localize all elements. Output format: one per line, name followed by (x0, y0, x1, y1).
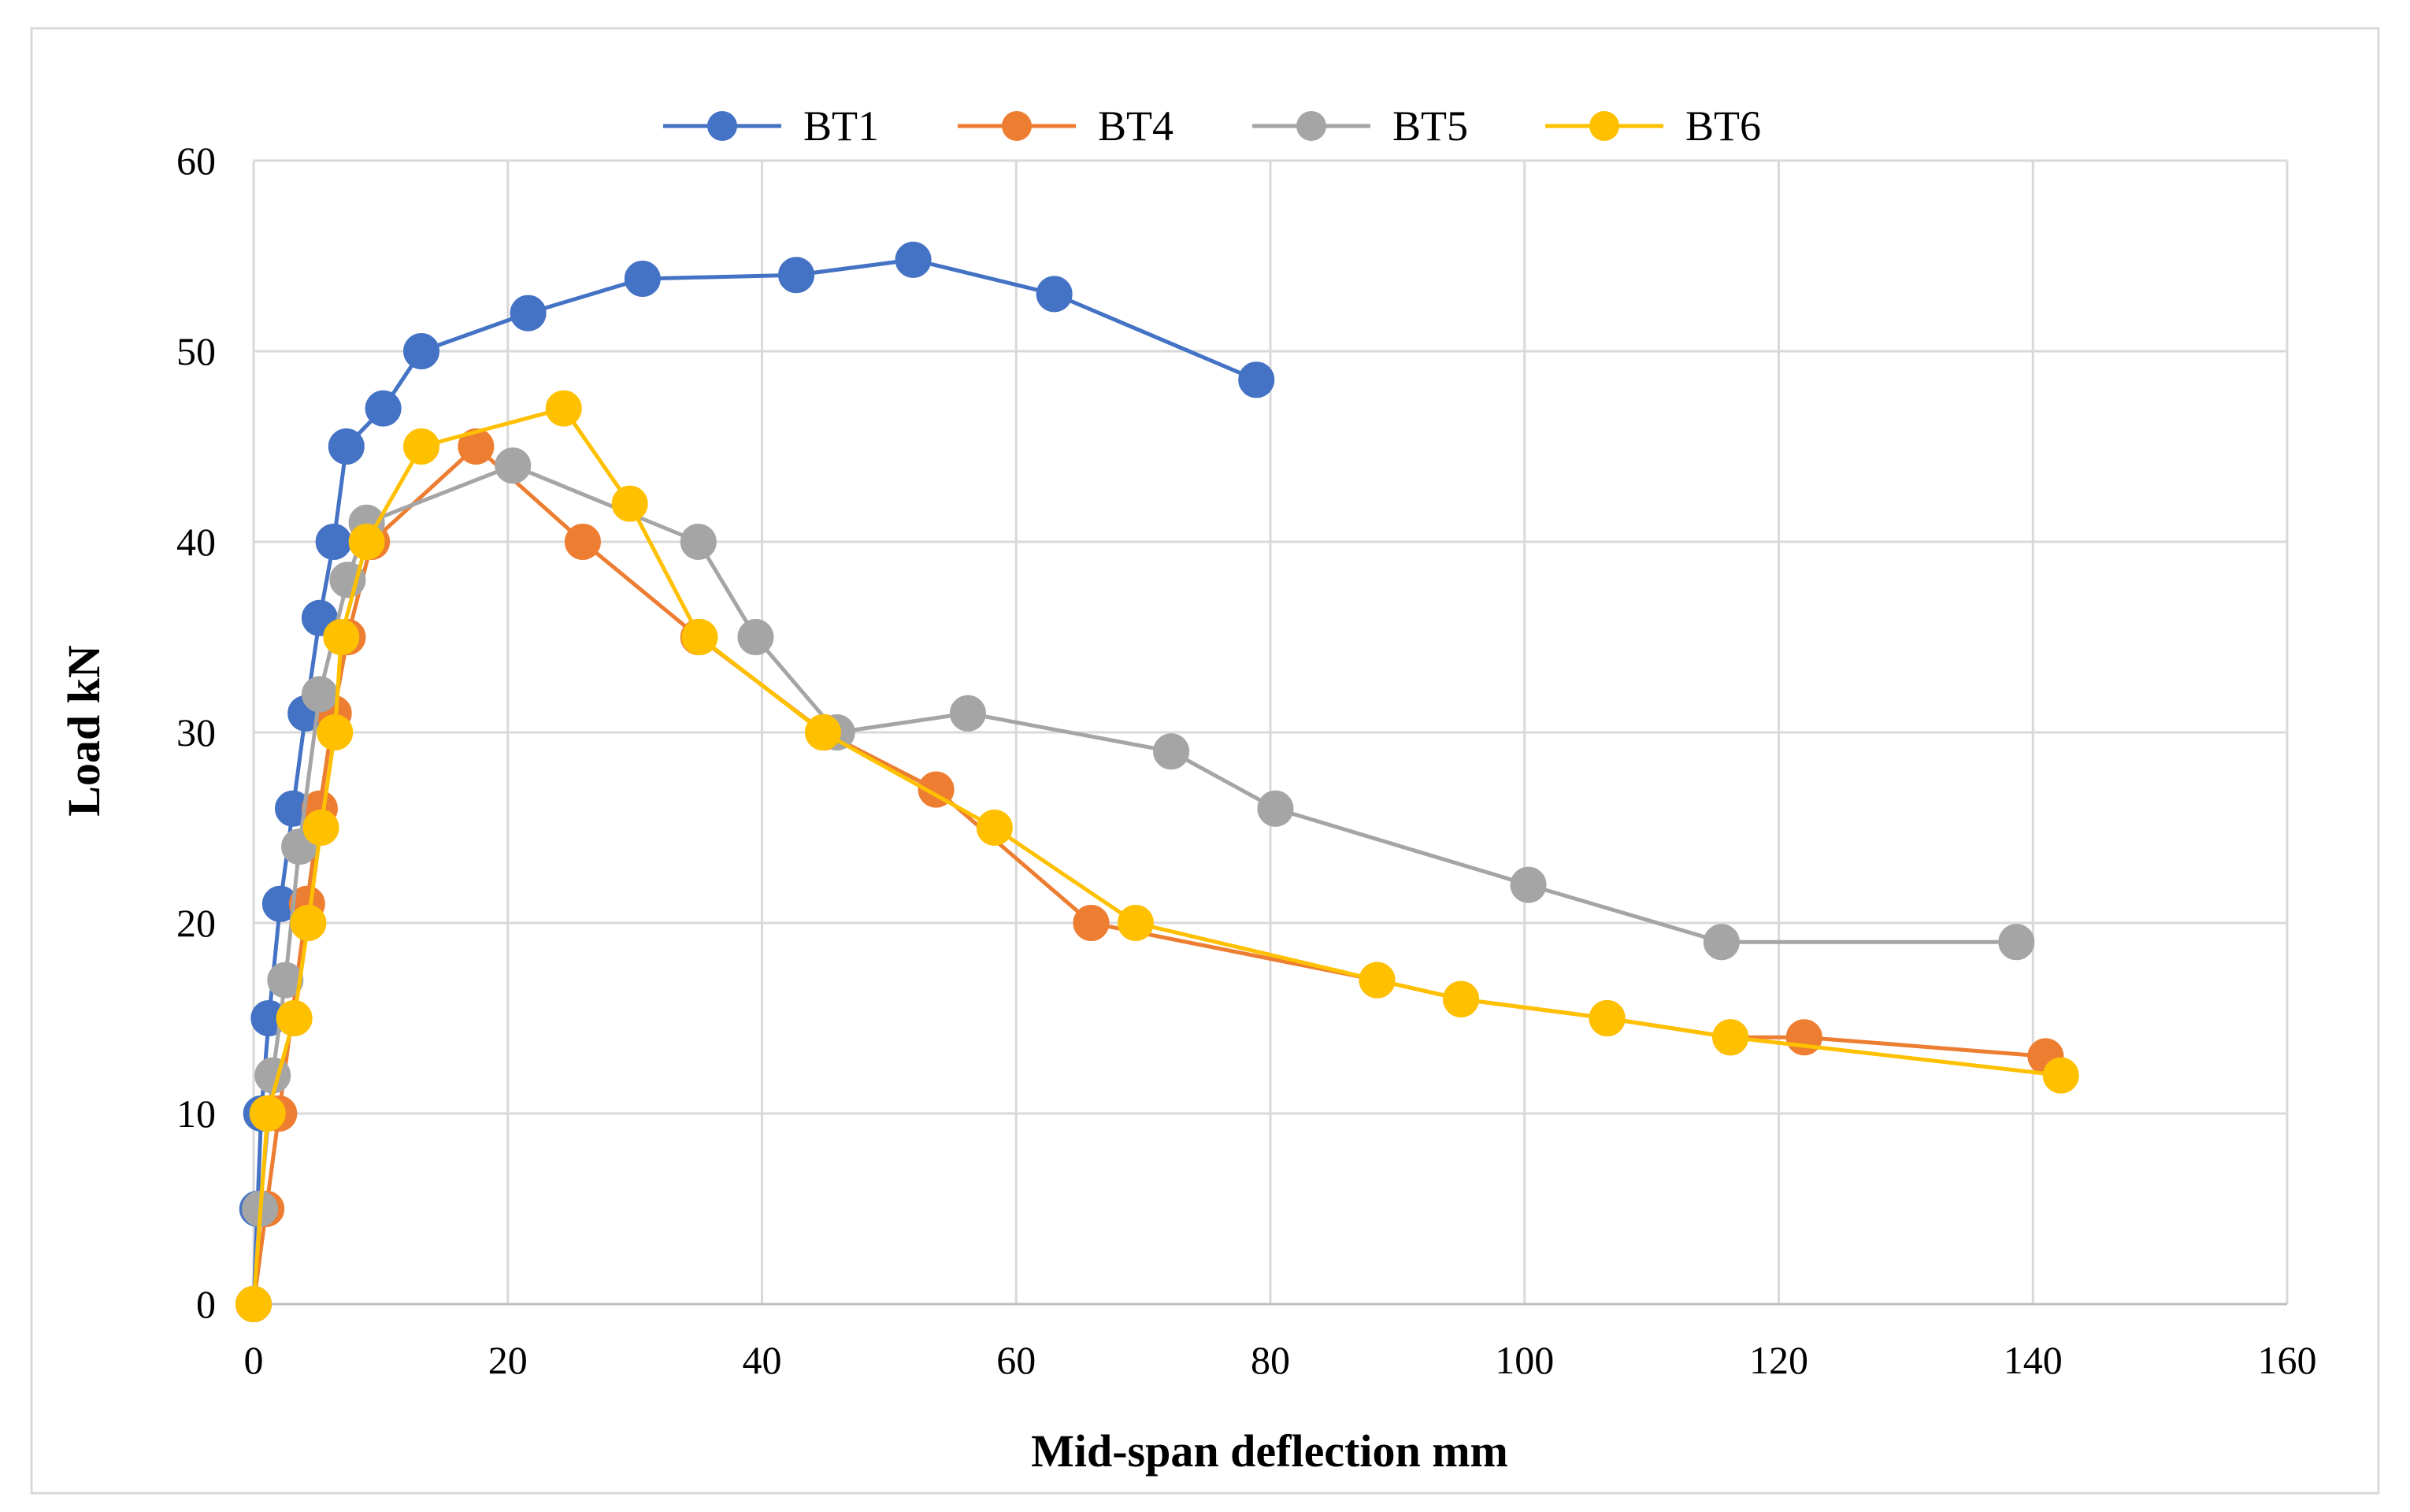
data-point-bt1 (778, 257, 815, 294)
data-point-bt1 (1238, 361, 1275, 398)
series-bt6 (235, 390, 2079, 1322)
legend-marker-bt4 (1002, 111, 1032, 141)
data-point-bt6 (276, 1000, 313, 1036)
x-tick-label: 0 (244, 1338, 264, 1382)
x-tick-label: 140 (2004, 1338, 2063, 1382)
data-point-bt4 (458, 428, 495, 465)
y-tick-label: 60 (176, 139, 216, 183)
data-point-bt5 (267, 962, 304, 999)
y-tick-label: 20 (176, 901, 216, 945)
data-point-bt4 (1785, 1019, 1822, 1056)
legend-label-bt1: BT1 (803, 102, 879, 150)
y-tick-label: 30 (176, 710, 216, 754)
legend-label-bt5: BT5 (1392, 102, 1468, 150)
data-point-bt6 (611, 485, 648, 522)
data-point-bt6 (1712, 1019, 1749, 1056)
data-point-bt5 (1257, 790, 1294, 827)
grid-layer (252, 159, 2289, 1306)
data-point-bt6 (2042, 1057, 2079, 1094)
legend-item-bt1: BT1 (663, 102, 879, 150)
data-point-bt4 (564, 524, 601, 560)
data-point-bt6 (403, 428, 440, 465)
data-point-bt6 (976, 810, 1013, 846)
data-point-bt5 (1153, 733, 1190, 770)
x-tick-label: 80 (1251, 1338, 1290, 1382)
x-tick-label: 120 (1749, 1338, 1808, 1382)
data-point-bt6 (545, 390, 582, 427)
data-point-bt6 (249, 1095, 286, 1132)
data-point-bt6 (317, 714, 354, 750)
y-tick-label: 50 (176, 329, 216, 373)
data-point-bt6 (235, 1286, 272, 1322)
data-point-bt1 (365, 390, 402, 427)
x-axis-title: Mid-span deflection mm (1031, 1425, 1508, 1477)
data-point-bt5 (1703, 924, 1740, 961)
data-point-bt6 (348, 524, 385, 560)
data-point-bt5 (495, 447, 532, 484)
data-point-bt5 (1998, 924, 2035, 961)
data-point-bt5 (1510, 866, 1547, 903)
data-point-bt5 (737, 619, 774, 655)
chart-frame (30, 27, 2380, 1495)
legend-label-bt4: BT4 (1098, 102, 1173, 150)
data-point-bt6 (1589, 1000, 1626, 1036)
legend-label-bt6: BT6 (1685, 102, 1761, 150)
data-point-bt1 (624, 261, 661, 298)
data-point-bt1 (403, 333, 440, 369)
data-point-bt6 (1117, 905, 1154, 941)
legend-marker-bt1 (707, 111, 737, 141)
y-tick-label: 0 (196, 1282, 216, 1326)
x-tick-label: 60 (996, 1338, 1036, 1382)
data-point-bt6 (323, 619, 360, 655)
data-point-bt5 (680, 524, 717, 560)
legend-item-bt6: BT6 (1545, 102, 1761, 150)
y-tick-label: 10 (176, 1091, 216, 1136)
data-point-bt6 (681, 619, 718, 655)
data-point-bt4 (1073, 905, 1110, 941)
data-point-bt6 (1443, 980, 1480, 1017)
x-tick-label: 20 (488, 1338, 528, 1382)
legend-marker-bt5 (1296, 111, 1326, 141)
data-point-bt1 (315, 524, 352, 560)
x-tick-label: 160 (2258, 1338, 2317, 1382)
data-point-bt5 (254, 1057, 291, 1094)
data-point-bt5 (301, 676, 338, 713)
data-point-bt1 (1036, 276, 1073, 313)
y-axis-title: Load kN (58, 645, 109, 817)
legend-item-bt4: BT4 (958, 102, 1173, 150)
legend: BT1 BT4 BT5 BT6 (663, 102, 1761, 150)
data-point-bt6 (804, 714, 841, 750)
series-layer (235, 241, 2079, 1322)
x-tick-label: 100 (1495, 1338, 1554, 1382)
legend-item-bt5: BT5 (1252, 102, 1468, 150)
y-tick-label: 40 (176, 520, 216, 564)
legend-marker-bt6 (1589, 111, 1619, 141)
data-point-bt1 (328, 428, 365, 465)
data-point-bt5 (949, 695, 986, 732)
axis-layer: 0 10 20 30 40 50 60 0 20 40 60 80 100 120 140 160 (176, 139, 2317, 1382)
data-point-bt6 (290, 905, 327, 941)
data-point-bt1 (895, 241, 932, 278)
data-point-bt6 (1359, 962, 1396, 999)
data-point-bt1 (510, 295, 547, 332)
x-tick-label: 40 (743, 1338, 782, 1382)
data-point-bt6 (302, 810, 339, 846)
data-point-bt5 (329, 561, 366, 598)
